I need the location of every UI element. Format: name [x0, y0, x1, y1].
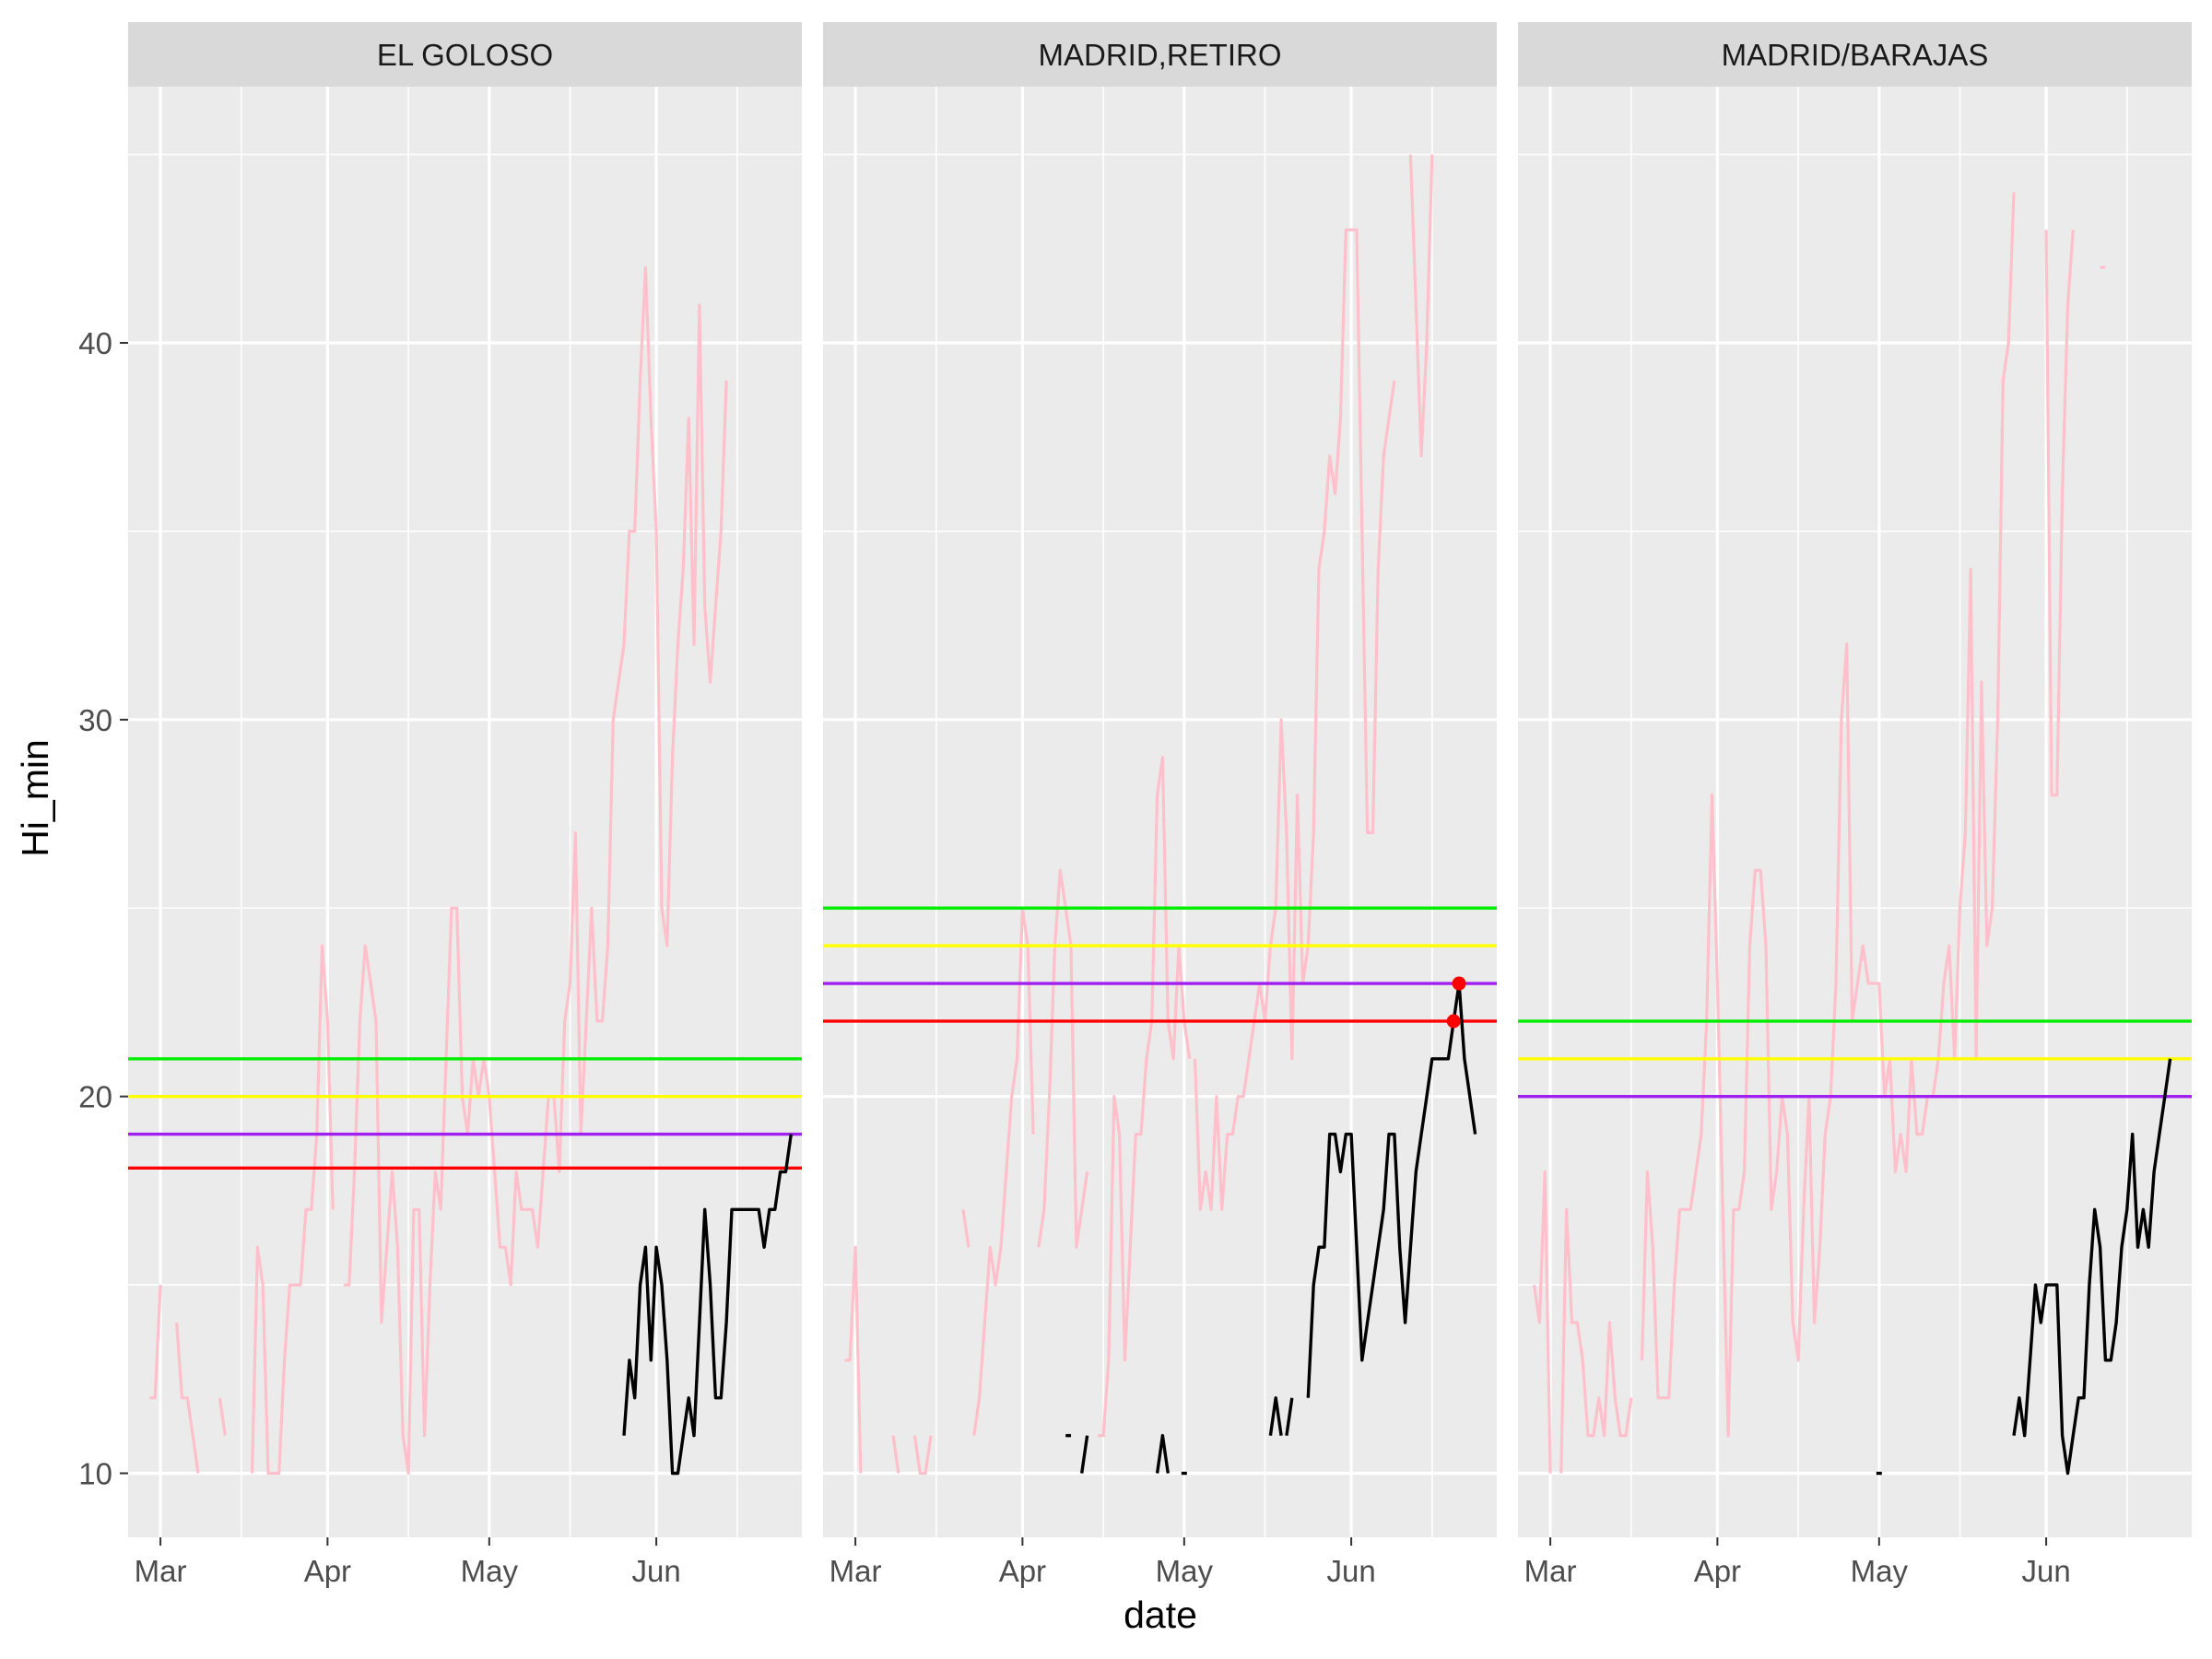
reference-series-line	[912, 1435, 933, 1476]
panel-plot-area	[128, 87, 802, 1537]
current-series-line	[2012, 1058, 2172, 1476]
panels: EL GOLOSO Mar Apr May Jun MADRID,RETIRO Mar Apr…	[128, 22, 2192, 1588]
y-tick-label: 40	[78, 326, 112, 360]
x-axis-title: date	[1124, 1594, 1197, 1636]
reference-series-line	[250, 944, 335, 1476]
panel-title: EL GOLOSO	[377, 38, 553, 72]
panel-plot-area	[1518, 87, 2192, 1537]
panel-strip	[1518, 22, 2192, 87]
x-tick-label: Apr	[1694, 1554, 1741, 1588]
reference-series-line	[1037, 868, 1089, 1249]
panel-data	[128, 265, 802, 1476]
x-tick-label: May	[1851, 1554, 1909, 1588]
x-tick-label: Jun	[2021, 1554, 2070, 1588]
panel-2: MADRID,RETIRO Mar Apr May Jun	[823, 22, 1497, 1588]
panel-plot-area	[823, 87, 1497, 1537]
reference-series-line	[1640, 192, 2016, 1438]
y-axis-title: Hi_min	[14, 739, 56, 857]
panel-3: MADRID/BARAJAS Mar Apr May Jun	[1518, 22, 2192, 1588]
reference-series-line	[149, 1285, 162, 1400]
panel-data	[823, 154, 1497, 1476]
reference-series-line	[1532, 1170, 1552, 1474]
x-tick-label: Mar	[830, 1554, 882, 1588]
current-series-line	[1306, 982, 1477, 1398]
y-tick-label: 20	[78, 1080, 112, 1114]
reference-series-line	[972, 906, 1035, 1436]
x-tick-label: Apr	[999, 1554, 1046, 1588]
reference-series-line	[343, 265, 728, 1476]
panel-title: MADRID,RETIRO	[1039, 38, 1282, 72]
x-tick-label: Apr	[304, 1554, 351, 1588]
panel-1: EL GOLOSO Mar Apr May Jun	[128, 22, 802, 1588]
x-tick-label: May	[461, 1554, 519, 1588]
x-tick-label: Mar	[1524, 1554, 1577, 1588]
x-tick-label: Mar	[135, 1554, 187, 1588]
reference-series-line	[1408, 154, 1434, 458]
reference-series-line	[1193, 228, 1396, 1211]
panel-strip	[128, 22, 802, 87]
highlight-point	[1452, 976, 1466, 991]
highlight-point	[1446, 1014, 1461, 1029]
reference-series-line	[2044, 229, 2075, 797]
x-tick-label: Jun	[631, 1554, 680, 1588]
current-series-line	[1155, 1433, 1170, 1474]
panel-data	[1518, 192, 2192, 1476]
reference-series-line	[218, 1397, 227, 1436]
y-axis: 10 20 30 40	[78, 326, 128, 1490]
x-tick-label: May	[1156, 1554, 1214, 1588]
reference-series-line	[961, 1209, 971, 1248]
current-series-line	[1268, 1395, 1283, 1436]
reference-series-line	[175, 1322, 200, 1474]
panel-title: MADRID/BARAJAS	[1722, 38, 1989, 72]
reference-series-line	[844, 1245, 863, 1474]
y-tick-label: 30	[78, 703, 112, 737]
current-series-line	[1285, 1397, 1294, 1436]
y-tick-label: 10	[78, 1456, 112, 1490]
reference-series-line	[891, 1435, 900, 1474]
current-series-line	[622, 1134, 793, 1476]
x-tick-label: Jun	[1326, 1554, 1375, 1588]
reference-series-line	[1098, 756, 1192, 1438]
panel-strip	[823, 22, 1497, 87]
current-series-line	[1080, 1435, 1089, 1474]
reference-series-line	[1559, 1207, 1633, 1474]
